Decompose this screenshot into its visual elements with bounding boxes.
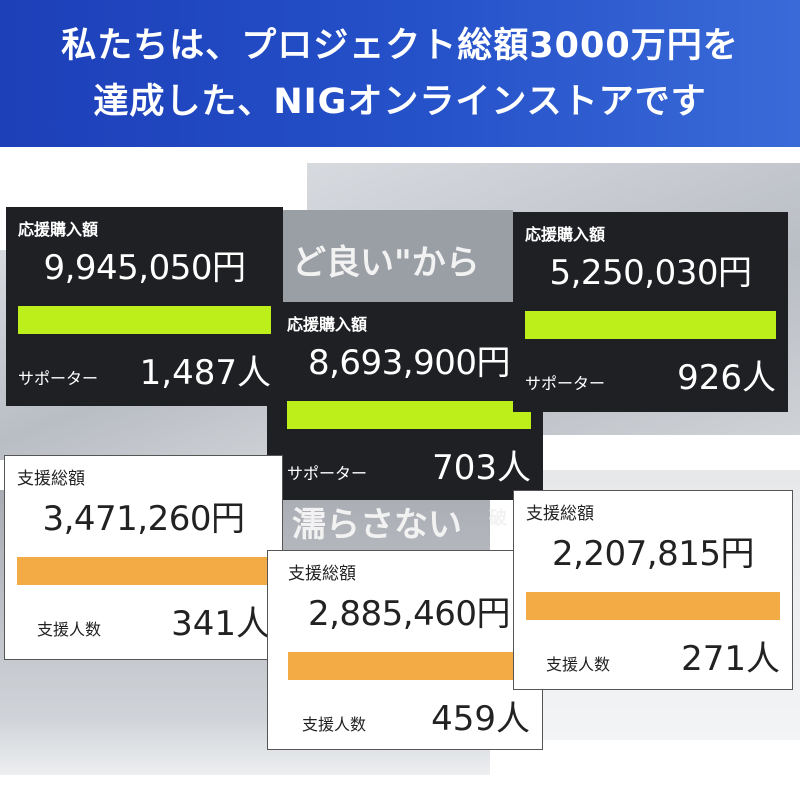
support-card-dark-2: 応援購入額 8,693,900円 サポーター 703人 [267, 302, 543, 500]
count-value: 1,487人 [139, 353, 271, 394]
count-value: 926人 [677, 358, 776, 399]
progress-bar [17, 556, 270, 585]
support-card-dark-1: 応援購入額 9,945,050円 サポーター 1,487人 [6, 207, 283, 406]
count-label: 支援人数 [546, 654, 611, 674]
support-card-light-1: 支援総額 3,471,260円 支援人数 341人 [4, 455, 283, 660]
progress-bar [288, 651, 530, 680]
card-amount: 8,693,900円 [307, 343, 511, 384]
headline-line-2: 達成した、NIGオンラインストアです [93, 82, 707, 122]
card-amount: 2,207,815円 [551, 533, 755, 574]
support-card-light-2: 支援総額 2,885,460円 支援人数 459人 [267, 550, 543, 750]
count-value: 459人 [431, 698, 530, 739]
count-label: 支援人数 [37, 619, 102, 639]
card-amount: 3,471,260円 [42, 498, 245, 539]
count-value: 703人 [432, 448, 531, 489]
support-card-light-3: 支援総額 2,207,815円 支援人数 271人 [513, 490, 793, 690]
card-amount: 2,885,460円 [307, 593, 511, 634]
count-label: サポーター [18, 369, 99, 389]
background-text-2: 濡らさない [292, 505, 462, 545]
background-photo-center [283, 210, 513, 310]
support-card-dark-3: 応援購入額 5,250,030円 サポーター 926人 [513, 212, 788, 412]
card-label: 応援購入額 [525, 225, 606, 244]
card-label: 支援総額 [288, 564, 356, 584]
count-label: サポーター [525, 374, 606, 394]
card-label: 支援総額 [17, 469, 85, 489]
card-amount: 9,945,050円 [43, 248, 246, 289]
progress-bar [287, 401, 531, 430]
background-text-1: ど良い"から [292, 243, 480, 283]
count-value: 271人 [681, 638, 780, 679]
count-label: 支援人数 [302, 714, 367, 734]
progress-bar [18, 306, 271, 335]
count-value: 341人 [171, 603, 270, 644]
card-label: 支援総額 [526, 504, 594, 524]
card-amount: 5,250,030円 [549, 253, 752, 294]
progress-bar [526, 591, 780, 620]
progress-bar [525, 311, 776, 340]
headline-line-1: 私たちは、プロジェクト総額3000万円を [61, 26, 739, 66]
background-text-3: 破 [489, 508, 507, 529]
card-label: 応援購入額 [18, 220, 99, 239]
card-label: 応援購入額 [287, 315, 368, 334]
count-label: サポーター [287, 464, 368, 484]
headline-banner: 私たちは、プロジェクト総額3000万円を 達成した、NIGオンラインストアです [0, 0, 800, 147]
